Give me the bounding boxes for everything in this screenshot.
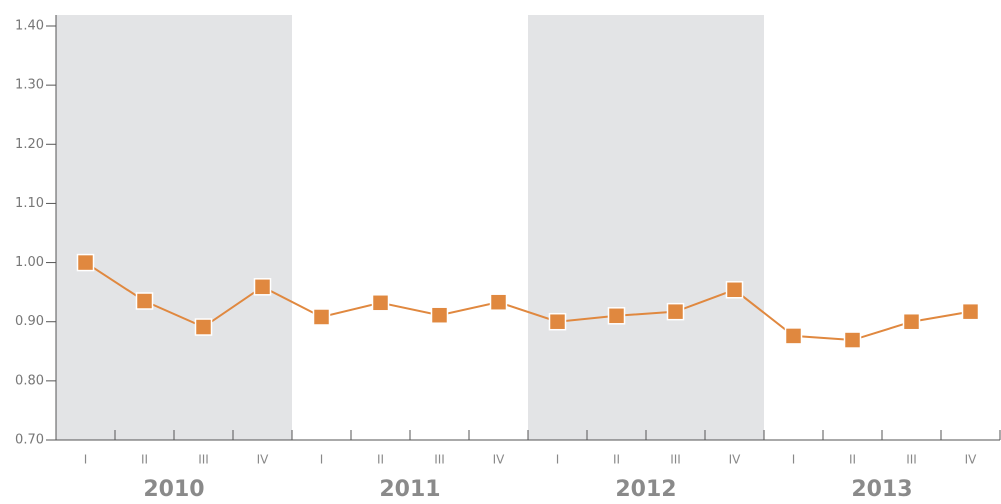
y-tick-label: 1.20 xyxy=(15,137,44,152)
y-tick-label: 0.70 xyxy=(15,433,44,448)
y-tick-label: 0.80 xyxy=(15,373,44,388)
x-tick-label: II xyxy=(141,453,148,467)
x-tick-label: II xyxy=(613,453,620,467)
y-tick-label: 1.10 xyxy=(15,196,44,211)
x-tick-label: IV xyxy=(493,453,506,467)
marker xyxy=(489,293,508,311)
y-tick-label: 1.00 xyxy=(15,255,44,270)
y-tick-label: 1.30 xyxy=(15,78,44,93)
year-label: 2012 xyxy=(615,477,676,502)
x-tick-label: II xyxy=(849,453,856,467)
year-band xyxy=(528,15,764,440)
x-tick-label: III xyxy=(670,453,681,467)
year-label: 2010 xyxy=(143,477,204,502)
x-tick-label: III xyxy=(434,453,445,467)
marker xyxy=(76,253,95,272)
x-tick-label: I xyxy=(556,453,560,467)
year-label: 2011 xyxy=(379,477,440,502)
x-tick-label: IV xyxy=(965,453,978,467)
marker xyxy=(666,302,685,321)
x-tick-label: IV xyxy=(729,453,742,467)
x-tick-label: I xyxy=(320,453,324,467)
x-tick-label: I xyxy=(792,453,796,467)
marker xyxy=(548,312,567,331)
year-label: 2013 xyxy=(851,477,912,502)
line xyxy=(84,261,971,342)
marker xyxy=(371,294,390,312)
marker xyxy=(843,331,862,349)
marker xyxy=(784,327,803,345)
x-tick-label: IV xyxy=(257,453,270,467)
marker xyxy=(312,308,331,326)
marker xyxy=(135,292,154,310)
marker xyxy=(194,318,213,336)
marker xyxy=(430,306,449,324)
x-tick-label: III xyxy=(906,453,917,467)
marker xyxy=(725,281,744,299)
year-band xyxy=(56,15,292,440)
marker xyxy=(253,278,272,296)
x-tick-label: II xyxy=(377,453,384,467)
marker xyxy=(961,302,980,321)
marker xyxy=(607,307,626,325)
x-tick-label: III xyxy=(198,453,209,467)
marker xyxy=(902,312,921,331)
x-tick-label: I xyxy=(84,453,88,467)
y-tick-label: 0.90 xyxy=(15,314,44,329)
y-tick-label: 1.40 xyxy=(15,19,44,34)
